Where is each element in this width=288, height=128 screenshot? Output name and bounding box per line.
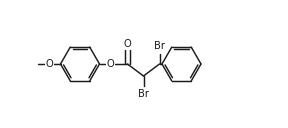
Text: O: O <box>124 39 131 49</box>
Text: Br: Br <box>138 89 149 99</box>
Text: O: O <box>107 59 114 69</box>
Text: Br: Br <box>154 41 165 51</box>
Text: O: O <box>46 59 53 69</box>
